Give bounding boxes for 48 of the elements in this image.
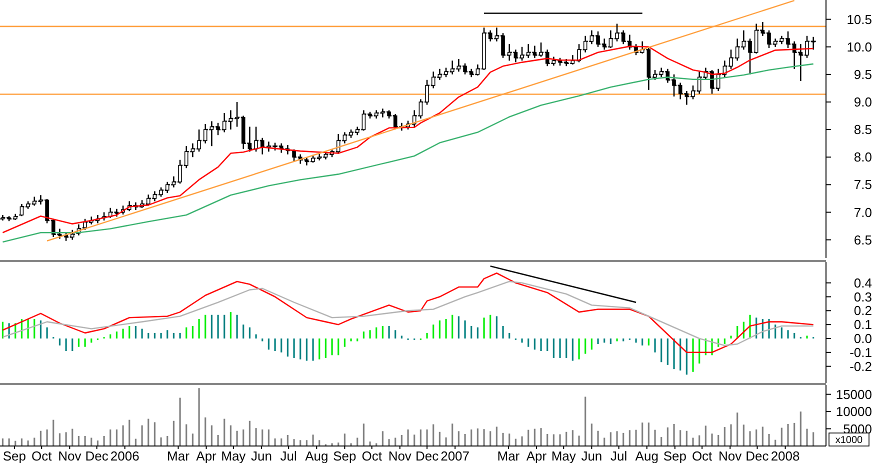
x-tick-label: Aug [305, 448, 328, 463]
y-tick-label: 9.0 [854, 94, 872, 110]
y-tick-label: 10.5 [846, 12, 872, 27]
x-tick-label: Dec [746, 448, 770, 463]
x-tick-label: Nov [58, 448, 82, 463]
x-tick-label: Oct [32, 448, 52, 463]
x-tick-label: Jun [581, 448, 602, 463]
y-tick-label: 0.1 [854, 317, 872, 332]
x-tick-label: Aug [635, 448, 658, 463]
line-series [2, 272, 814, 354]
x-tick-label: Apr [526, 448, 548, 463]
y-tick-label: 9.5 [854, 66, 872, 82]
x-tick-label: Jun [250, 448, 272, 463]
y-tick-label: 7.5 [854, 177, 872, 192]
x-tick-label: Sep [2, 448, 26, 463]
y-tick-label: 15000 [836, 386, 872, 402]
x-tick-label: Jul [610, 448, 628, 463]
x-tick-label: Nov [388, 448, 412, 463]
line-series [2, 280, 814, 346]
x-tick-label: May [551, 448, 576, 463]
y-tick-label: 0.2 [854, 303, 872, 318]
y-tick-label: 10.0 [846, 39, 872, 54]
y-tick-label: 8.5 [854, 122, 872, 138]
x-tick-label: Nov [718, 448, 742, 463]
y-tick-label: 10000 [836, 404, 872, 420]
x-tick-label: Mar [167, 448, 190, 463]
y-tick-label: 0.4 [854, 275, 872, 290]
x-tick-label: Dec [415, 448, 440, 463]
y-tick-label: 6.5 [854, 232, 872, 248]
y-tick-label: 7.0 [854, 204, 872, 220]
x-tick-label: May [221, 448, 246, 463]
x-tick-label: Sep [663, 448, 686, 463]
x-tick-label: Dec [85, 448, 109, 463]
text: x1000 [835, 435, 864, 446]
y-tick-label: 8.0 [854, 150, 872, 165]
x-tick-label: 2007 [440, 448, 470, 463]
x-tick-label: 2008 [770, 448, 800, 463]
y-tick-label: -0.1 [850, 344, 872, 360]
y-tick-label: 0.3 [854, 289, 872, 304]
x-tick-label: 2006 [110, 448, 140, 463]
x-tick-label: Jul [280, 448, 298, 463]
y-tick-label: -0.2 [850, 358, 872, 374]
x-tick-label: Mar [497, 448, 520, 463]
y-tick-label: 0.0 [854, 331, 872, 346]
x-tick-label: Oct [692, 448, 713, 463]
x-tick-label: Apr [196, 448, 218, 463]
x-tick-label: Sep [333, 448, 356, 463]
x-tick-label: Oct [362, 448, 382, 463]
